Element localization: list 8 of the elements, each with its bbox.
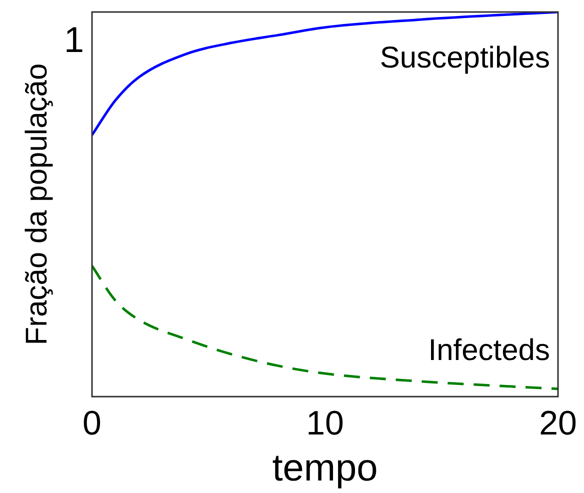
y-axis-title: Fração da população [20, 63, 54, 346]
x-tick-label: 10 [306, 404, 344, 442]
series-label: Infecteds [428, 334, 550, 368]
x-axis-title: tempo [272, 448, 378, 490]
text: 1 [64, 18, 84, 60]
x-tick-label: 0 [82, 404, 102, 442]
series-label: Susceptibles [380, 41, 550, 74]
x-tick-label: 20 [539, 404, 577, 442]
